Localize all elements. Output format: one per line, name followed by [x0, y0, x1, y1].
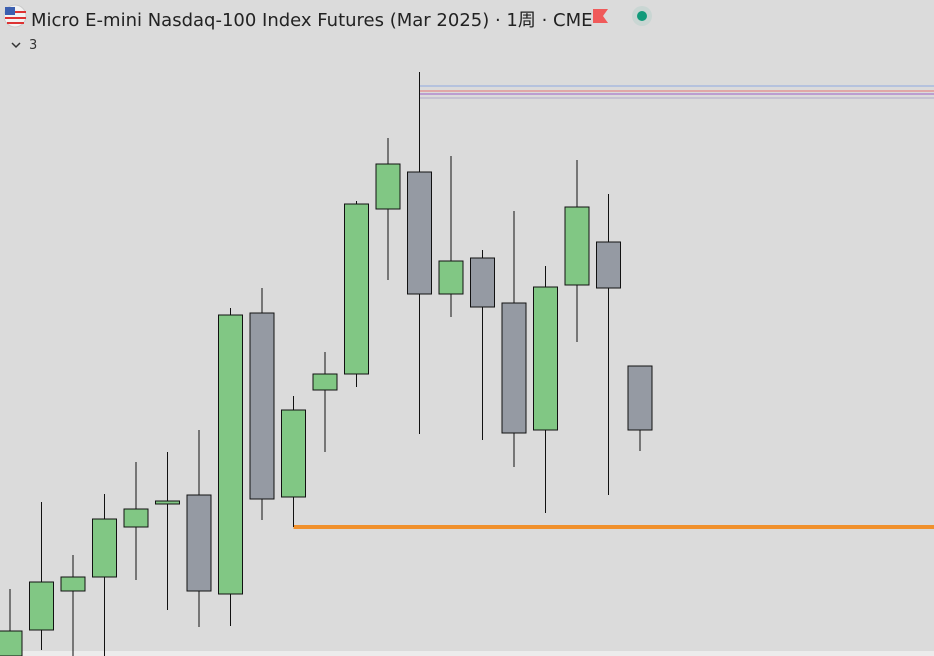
- candle-body: [155, 500, 180, 505]
- candle-body: [186, 494, 212, 592]
- candle-body: [375, 163, 401, 210]
- candle-body: [596, 241, 621, 289]
- candle-body: [92, 518, 117, 578]
- candle-body: [281, 409, 306, 498]
- candle-body: [29, 581, 54, 631]
- candle-body: [533, 286, 558, 431]
- candle-body: [501, 302, 527, 434]
- header-icons: [3, 4, 652, 49]
- status-dot: [637, 11, 647, 21]
- flag-canton: [5, 7, 15, 15]
- red-flag[interactable]: [593, 9, 608, 23]
- candle-body: [470, 257, 495, 308]
- symbol-title[interactable]: Micro E-mini Nasdaq-100 Index Futures (M…: [31, 10, 593, 31]
- candle-body: [564, 206, 590, 286]
- candle-body: [344, 203, 369, 375]
- collapse-chevron[interactable]: [11, 42, 21, 49]
- candle-body: [249, 312, 275, 500]
- candle-body: [627, 365, 653, 431]
- bottom-strip: [0, 651, 934, 656]
- indicator-count[interactable]: 3: [29, 38, 38, 53]
- candle-body: [407, 171, 432, 295]
- candle-body: [60, 576, 86, 592]
- candle-body: [312, 373, 338, 391]
- candle-body: [438, 260, 464, 295]
- candle-body: [218, 314, 243, 595]
- candle-body: [123, 508, 149, 528]
- candle-body: [0, 630, 23, 656]
